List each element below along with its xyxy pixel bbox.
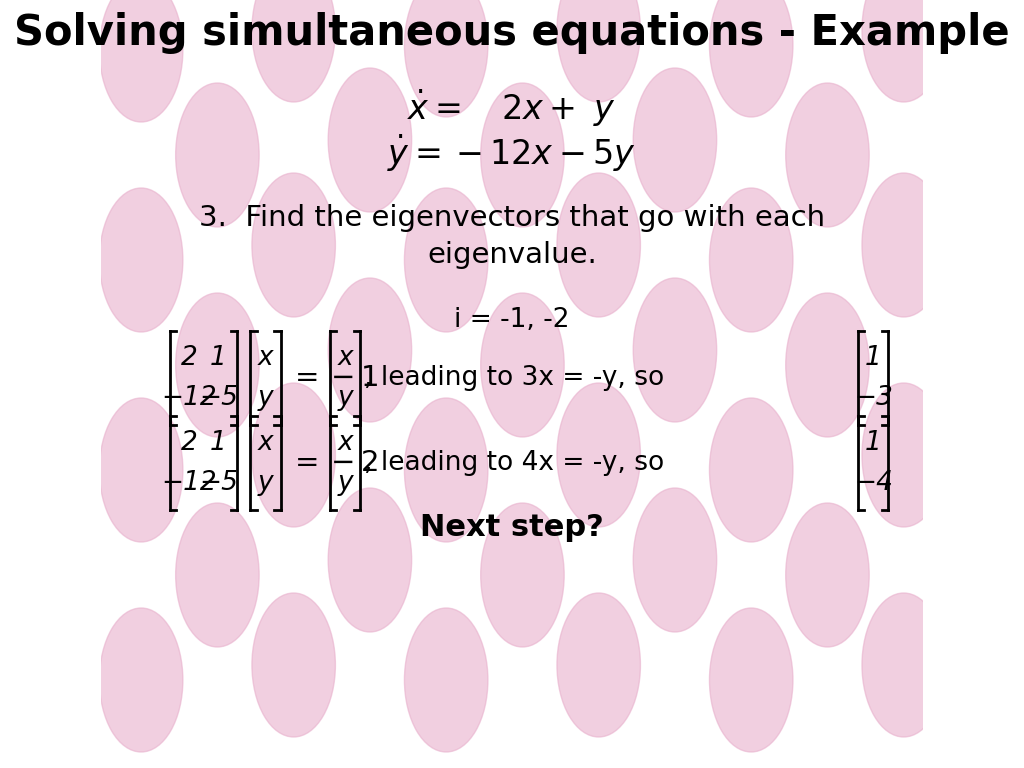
Text: −3: −3 bbox=[854, 385, 893, 411]
Ellipse shape bbox=[710, 188, 793, 332]
Ellipse shape bbox=[328, 68, 412, 212]
Ellipse shape bbox=[480, 503, 564, 647]
Text: x: x bbox=[337, 430, 353, 456]
Ellipse shape bbox=[252, 0, 336, 102]
Ellipse shape bbox=[633, 488, 717, 632]
Ellipse shape bbox=[176, 83, 259, 227]
Ellipse shape bbox=[252, 173, 336, 317]
Ellipse shape bbox=[710, 608, 793, 752]
Ellipse shape bbox=[99, 0, 183, 122]
Text: $= -1$: $= -1$ bbox=[289, 364, 378, 392]
Text: 1: 1 bbox=[865, 345, 882, 371]
Text: y: y bbox=[337, 385, 353, 411]
Ellipse shape bbox=[633, 278, 717, 422]
Text: 3.  Find the eigenvectors that go with each: 3. Find the eigenvectors that go with ea… bbox=[199, 204, 825, 232]
Text: Next step?: Next step? bbox=[420, 514, 604, 542]
Text: i = -1, -2: i = -1, -2 bbox=[455, 307, 569, 333]
Text: y: y bbox=[337, 470, 353, 496]
Text: x: x bbox=[258, 430, 273, 456]
Text: −12: −12 bbox=[162, 385, 217, 411]
Text: 2: 2 bbox=[181, 430, 198, 456]
Text: $= -2$: $= -2$ bbox=[289, 449, 378, 477]
Ellipse shape bbox=[404, 0, 487, 117]
Ellipse shape bbox=[557, 173, 640, 317]
Text: , leading to 3x = -y, so: , leading to 3x = -y, so bbox=[365, 365, 665, 391]
Text: $\dot{y} = -12x - 5y$: $\dot{y} = -12x - 5y$ bbox=[387, 132, 637, 174]
Text: x: x bbox=[337, 345, 353, 371]
Text: −12: −12 bbox=[162, 470, 217, 496]
Ellipse shape bbox=[862, 0, 945, 102]
Ellipse shape bbox=[99, 398, 183, 542]
Ellipse shape bbox=[99, 188, 183, 332]
Ellipse shape bbox=[252, 383, 336, 527]
Text: 1: 1 bbox=[210, 430, 226, 456]
Ellipse shape bbox=[176, 503, 259, 647]
Ellipse shape bbox=[862, 593, 945, 737]
Ellipse shape bbox=[404, 398, 487, 542]
Text: 1: 1 bbox=[865, 430, 882, 456]
Text: 1: 1 bbox=[210, 345, 226, 371]
Ellipse shape bbox=[99, 608, 183, 752]
Text: eigenvalue.: eigenvalue. bbox=[427, 241, 597, 269]
Ellipse shape bbox=[404, 188, 487, 332]
Ellipse shape bbox=[785, 503, 869, 647]
Text: , leading to 4x = -y, so: , leading to 4x = -y, so bbox=[365, 450, 665, 476]
Text: 2: 2 bbox=[181, 345, 198, 371]
Ellipse shape bbox=[328, 488, 412, 632]
Text: −4: −4 bbox=[854, 470, 893, 496]
Ellipse shape bbox=[404, 608, 487, 752]
Ellipse shape bbox=[328, 278, 412, 422]
Text: $\dot{x} = \quad 2x + \ y$: $\dot{x} = \quad 2x + \ y$ bbox=[408, 88, 616, 128]
Ellipse shape bbox=[557, 0, 640, 102]
Ellipse shape bbox=[176, 293, 259, 437]
Text: y: y bbox=[258, 470, 273, 496]
Ellipse shape bbox=[862, 383, 945, 527]
Ellipse shape bbox=[785, 83, 869, 227]
Ellipse shape bbox=[480, 293, 564, 437]
Text: Solving simultaneous equations - Example: Solving simultaneous equations - Example bbox=[14, 12, 1010, 54]
Ellipse shape bbox=[862, 173, 945, 317]
Ellipse shape bbox=[557, 593, 640, 737]
Ellipse shape bbox=[710, 398, 793, 542]
Ellipse shape bbox=[480, 83, 564, 227]
Ellipse shape bbox=[252, 593, 336, 737]
Ellipse shape bbox=[710, 0, 793, 117]
Text: x: x bbox=[258, 345, 273, 371]
Text: −5: −5 bbox=[199, 470, 238, 496]
Ellipse shape bbox=[557, 383, 640, 527]
Ellipse shape bbox=[633, 68, 717, 212]
Ellipse shape bbox=[785, 293, 869, 437]
Text: −5: −5 bbox=[199, 385, 238, 411]
Text: y: y bbox=[258, 385, 273, 411]
